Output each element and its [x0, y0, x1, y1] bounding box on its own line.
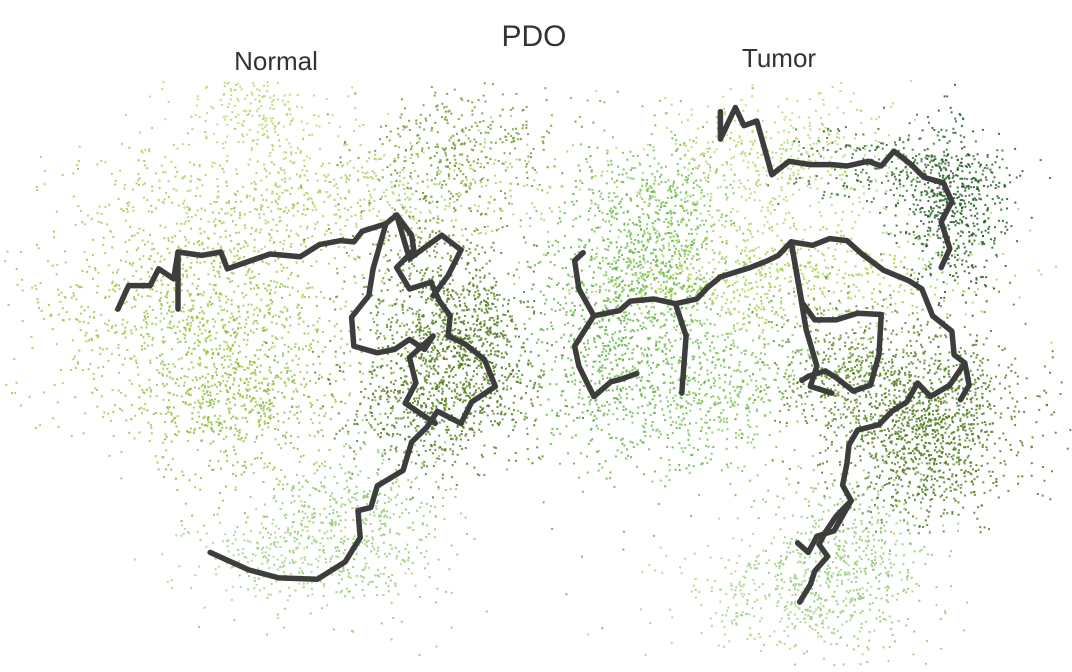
figure-title: PDO: [501, 20, 566, 53]
trajectory-segment: [672, 235, 972, 403]
trajectory-segment: [348, 221, 436, 356]
cell-cluster: [478, 90, 783, 630]
cell-cluster: [587, 497, 914, 656]
cell-cluster: [470, 196, 1058, 344]
trajectory-segment: [788, 239, 884, 394]
panel-title-normal: Normal: [234, 46, 318, 76]
cell-cluster: [4, 114, 464, 549]
cell-cluster: [91, 267, 377, 530]
panel-points-normal: [4, 81, 811, 656]
scatter-points: [4, 80, 1072, 667]
trajectory-segment: [788, 239, 835, 396]
cell-cluster: [579, 80, 992, 286]
cell-cluster: [125, 81, 390, 182]
trajectory-segment: [207, 212, 499, 583]
cell-cluster: [198, 392, 488, 656]
trajectory-segment: [591, 296, 689, 396]
trajectory-segment: [794, 497, 854, 556]
panel-title-tumor: Tumor: [742, 43, 816, 73]
cell-cluster: [781, 242, 1072, 526]
trajectory-segment: [796, 360, 968, 605]
cell-cluster: [579, 87, 771, 373]
trajectory-segment: [115, 228, 366, 312]
trajectory-segment: [571, 249, 640, 400]
cell-cluster: [265, 277, 600, 501]
trajectory-lines: [115, 104, 972, 605]
trajectory-segment: [393, 212, 464, 299]
trajectory-segment: [402, 333, 438, 427]
trajectory-segment: [717, 104, 955, 271]
cell-cluster: [299, 82, 595, 220]
